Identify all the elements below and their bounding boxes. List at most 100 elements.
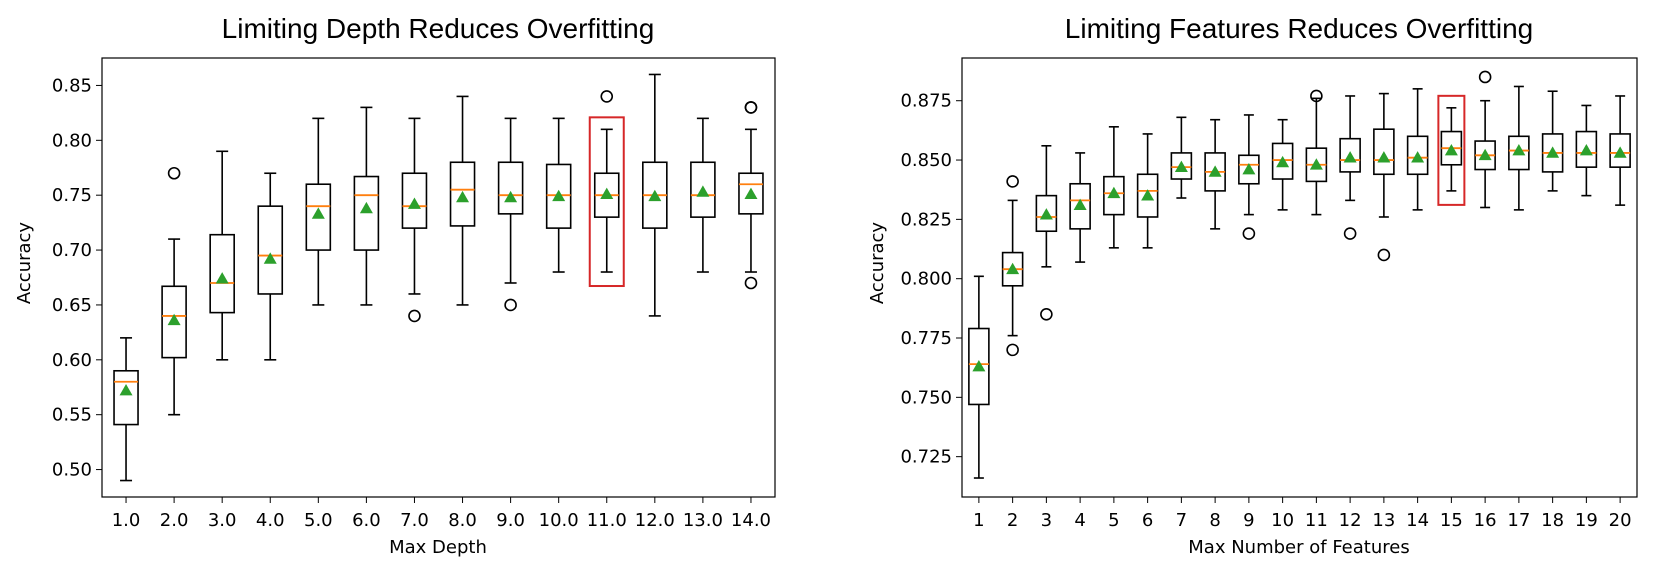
features-xtick-label: 14	[1406, 510, 1429, 531]
depth-box-14.0	[738, 101, 764, 290]
features-mean-marker	[972, 359, 986, 372]
features-ytick-label: 0.825	[900, 209, 952, 230]
features-ytick-label: 0.750	[900, 387, 952, 408]
features-outlier	[1006, 175, 1019, 188]
features-box-15	[1440, 107, 1463, 192]
features-outlier	[1006, 343, 1019, 357]
features-box-3	[1035, 145, 1058, 321]
features-mean-marker	[1141, 189, 1155, 201]
features-outlier	[1478, 70, 1492, 84]
depth-ytick-label: 0.85	[52, 75, 92, 96]
depth-chart-xlabel: Max Depth	[389, 537, 487, 558]
depth-ytick-label: 0.60	[52, 350, 92, 371]
depth-ytick-label: 0.80	[52, 130, 92, 151]
features-iqr-box	[1035, 194, 1058, 233]
features-xtick-label: 7	[1176, 510, 1187, 531]
depth-mean-marker	[263, 252, 277, 264]
features-outlier	[1377, 248, 1391, 262]
depth-ytick-label: 0.55	[52, 405, 92, 426]
features-box-10	[1271, 118, 1294, 211]
depth-mean-marker	[359, 201, 373, 214]
depth-mean-marker	[167, 313, 181, 326]
features-box-1	[968, 275, 990, 479]
depth-iqr-box	[353, 175, 380, 251]
features-xtick-label: 11	[1305, 510, 1328, 531]
features-box-17	[1508, 85, 1530, 211]
depth-chart: Limiting Depth Reduces Overfitting Max D…	[14, 13, 776, 558]
features-xtick-label: 20	[1609, 510, 1632, 531]
features-mean-marker	[1006, 262, 1020, 275]
features-ytick-label: 0.725	[900, 447, 952, 468]
depth-outlier	[504, 298, 517, 312]
features-mean-marker	[1242, 163, 1256, 175]
features-chart-title: Limiting Features Reduces Overfitting	[1065, 13, 1533, 44]
depth-box-9.0	[497, 117, 524, 312]
features-box-12	[1339, 95, 1361, 240]
features-xtick-label: 16	[1474, 510, 1497, 531]
depth-iqr-box	[497, 161, 524, 215]
depth-xtick-label: 6.0	[352, 510, 381, 531]
features-iqr-box	[1508, 135, 1530, 171]
depth-box-5.0	[305, 117, 332, 306]
features-chart: Limiting Features Reduces Overfitting Ma…	[867, 13, 1638, 558]
features-mean-marker	[1512, 144, 1526, 156]
depth-mean-marker	[600, 187, 614, 199]
features-iqr-box	[968, 327, 990, 406]
depth-ytick-label: 0.65	[52, 295, 92, 316]
features-box-19	[1575, 104, 1598, 197]
depth-xtick-label: 11.0	[587, 510, 627, 531]
depth-plot-frame	[101, 57, 776, 498]
depth-outlier	[600, 90, 614, 103]
depth-ytick-label: 0.50	[52, 460, 92, 481]
features-xtick-label: 5	[1108, 510, 1119, 531]
features-box-16	[1474, 70, 1496, 209]
features-mean-marker	[1174, 160, 1188, 173]
features-chart-ylabel: Accuracy	[867, 222, 888, 305]
features-box-5	[1103, 126, 1125, 249]
depth-iqr-box	[690, 161, 716, 218]
features-xtick-label: 15	[1440, 510, 1463, 531]
depth-xtick-label: 4.0	[256, 510, 285, 531]
features-xtick-label: 10	[1271, 510, 1294, 531]
depth-iqr-box	[401, 172, 428, 229]
features-mean-marker	[1309, 158, 1323, 170]
depth-box-8.0	[449, 95, 476, 306]
features-iqr-box	[1406, 135, 1429, 176]
features-xtick-label: 2	[1007, 510, 1018, 531]
features-box-7	[1170, 116, 1193, 199]
depth-iqr-box	[161, 285, 187, 359]
depth-outlier	[167, 166, 181, 180]
depth-box-13.0	[690, 117, 716, 273]
features-box-18	[1541, 90, 1564, 192]
depth-box-10.0	[545, 117, 572, 273]
depth-ytick-label: 0.70	[52, 240, 92, 261]
depth-xtick-label: 14.0	[731, 510, 771, 531]
features-xtick-label: 13	[1372, 510, 1395, 531]
features-xtick-label: 8	[1209, 510, 1220, 531]
depth-iqr-box	[738, 172, 764, 215]
features-iqr-box	[1609, 133, 1631, 168]
features-box-20	[1609, 95, 1631, 206]
depth-chart-ylabel: Accuracy	[14, 222, 35, 305]
depth-box-12.0	[642, 73, 668, 317]
features-outlier	[1242, 227, 1256, 240]
features-iqr-box	[1373, 128, 1395, 176]
features-mean-marker	[1579, 144, 1593, 156]
depth-xtick-label: 5.0	[304, 510, 333, 531]
depth-iqr-box	[449, 161, 476, 227]
features-iqr-box	[1339, 137, 1361, 173]
features-xtick-label: 4	[1074, 510, 1085, 531]
features-iqr-box	[1103, 175, 1125, 216]
depth-iqr-box	[257, 205, 284, 295]
features-xtick-label: 3	[1041, 510, 1052, 531]
features-xtick-label: 19	[1575, 510, 1598, 531]
features-mean-marker	[1107, 186, 1121, 199]
features-mean-marker	[1478, 148, 1492, 161]
depth-mean-marker	[456, 190, 470, 203]
features-iqr-box	[1238, 154, 1260, 185]
depth-outlier	[744, 276, 758, 290]
depth-iqr-box	[209, 233, 235, 314]
features-mean-marker	[1208, 165, 1222, 177]
